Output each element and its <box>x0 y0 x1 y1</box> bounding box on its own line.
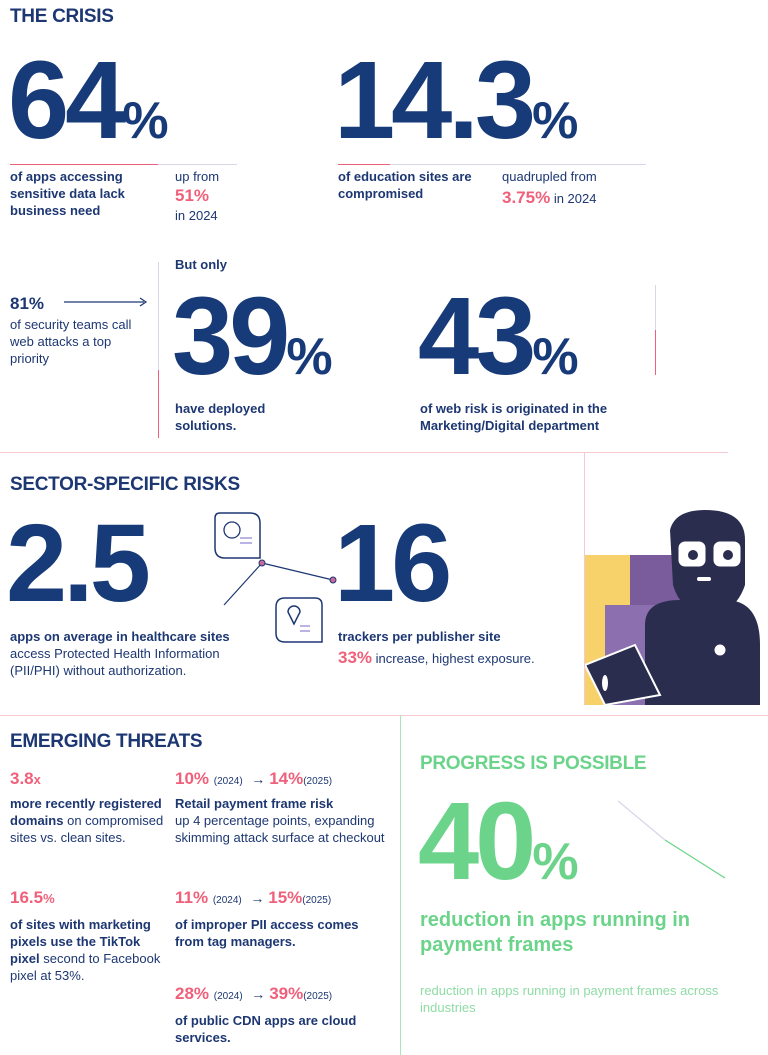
section-divider <box>400 715 401 1055</box>
stat-desc: of apps accessing sensitive data lack bu… <box>10 169 125 218</box>
from-year: (2024) <box>212 895 242 906</box>
stat-unit: % <box>286 328 333 386</box>
desc-bold: of sites with marketing pixels use the T… <box>10 917 151 966</box>
from-year: (2024) <box>213 991 243 1002</box>
prev-year: in 2024 <box>175 208 218 223</box>
arrow-right-icon: → <box>247 771 270 787</box>
from: 10% <box>175 769 210 788</box>
to-year: (2025) <box>303 991 333 1002</box>
stat-sub: 33% increase, highest exposure. <box>338 648 535 669</box>
threat-desc: of improper PII access comes from tag ma… <box>175 917 359 949</box>
section-title-progress: PROGRESS IS POSSIBLE <box>420 753 647 774</box>
to: 15% <box>268 888 303 907</box>
stat-desc: of security teams call web attacks a top… <box>10 317 132 366</box>
stat-value: 14.3 <box>334 39 536 162</box>
divider <box>338 164 646 165</box>
section-divider <box>584 452 585 705</box>
threat-change: 11% (2024) → 15%(2025) <box>175 888 331 911</box>
threat-change: 10% (2024) → 14%(2025) <box>175 769 332 792</box>
from: 11% <box>175 888 209 907</box>
desc-text: second to Facebook pixel at 53%. <box>10 951 161 983</box>
from: 28% <box>175 984 210 1003</box>
to: 39% <box>269 984 304 1003</box>
stat-unit: % <box>532 833 579 891</box>
to: 14% <box>269 769 304 788</box>
desc-text: on compromised sites vs. clean sites. <box>10 813 164 845</box>
connector-graphic <box>214 512 337 643</box>
desc-bold: apps on average in healthcare sites <box>10 629 230 644</box>
stat-64: 64% <box>8 39 169 183</box>
section-divider <box>0 452 728 453</box>
stat-desc: of web risk is originated in the Marketi… <box>420 401 608 433</box>
stat-2-5: 2.5 <box>6 502 151 625</box>
stat-desc: trackers per publisher site <box>338 629 501 644</box>
prev-label: quadrupled from <box>502 169 597 184</box>
arrow-right-icon <box>64 297 148 307</box>
from-year: (2024) <box>213 776 243 787</box>
threat-value: 16.5% <box>10 888 55 909</box>
unit: % <box>43 891 55 906</box>
prev-value: 51% <box>175 186 210 205</box>
progress-marker <box>158 370 159 438</box>
desc-bold: more recently registered domains <box>10 796 162 828</box>
pct: 33% <box>338 648 373 667</box>
section-title-crisis: THE CRISIS <box>10 6 114 27</box>
intro-text: But only <box>175 257 227 272</box>
threat-desc: of sites with marketing pixels use the T… <box>10 916 168 984</box>
prev-line: 3.75% in 2024 <box>502 188 596 209</box>
stat-81: 81% <box>10 294 45 313</box>
stat-unit: % <box>532 328 579 386</box>
stat-value: 43 <box>418 275 536 398</box>
threat-value: 3.8x <box>10 769 41 790</box>
threat-change: 28% (2024) → 39%(2025) <box>175 984 332 1007</box>
stat-16: 16 <box>334 502 452 625</box>
health-document-icon <box>214 512 261 559</box>
desc-text: increase, highest exposure. <box>375 651 535 666</box>
prev-year: in 2024 <box>553 191 597 206</box>
section-title-emerging: EMERGING THREATS <box>10 731 203 752</box>
desc-bold: Retail payment frame risk <box>175 796 334 811</box>
unit: x <box>33 772 41 787</box>
stat-40: 40% <box>418 780 579 924</box>
to-year: (2025) <box>302 895 332 906</box>
progress-desc: reduction in apps running in payment fra… <box>420 983 719 1015</box>
progress-headline: reduction in apps running in payment fra… <box>420 909 690 956</box>
progress-marker <box>655 330 656 375</box>
stat-unit: % <box>532 92 579 150</box>
stat-value: 40 <box>418 780 536 903</box>
stat-desc: have deployed solutions. <box>175 401 266 433</box>
section-title-sector: SECTOR-SPECIFIC RISKS <box>10 474 240 495</box>
location-document-icon <box>275 597 323 643</box>
decorative-line <box>617 800 726 879</box>
stat-14-3: 14.3% <box>334 39 578 183</box>
stat-unit: % <box>122 92 169 150</box>
doctor-illustration <box>585 510 760 705</box>
desc-text: up 4 percentage points, expanding skimmi… <box>175 813 385 845</box>
desc-text: access Protected Health Information (PII… <box>10 646 220 678</box>
value: 3.8 <box>10 769 34 788</box>
prev-label: up from <box>175 169 220 184</box>
stat-39: 39% <box>172 275 333 419</box>
to-year: (2025) <box>303 776 333 787</box>
arrow-right-icon: → <box>247 986 270 1002</box>
threat-desc: Retail payment frame risk up 4 percentage… <box>175 795 385 846</box>
section-divider <box>0 715 768 716</box>
prev-value: 3.75% <box>502 188 551 207</box>
progress-marker <box>338 164 390 165</box>
divider <box>158 262 159 438</box>
progress-marker <box>10 164 158 165</box>
arrow-right-icon: → <box>246 890 269 906</box>
threat-desc: of public CDN apps are cloud services. <box>175 1013 357 1045</box>
stat-value: 64 <box>8 39 126 162</box>
stat-desc: apps on average in healthcare sites acce… <box>10 628 245 679</box>
value: 16.5 <box>10 888 44 907</box>
stat-desc: of education sites are compromised <box>338 169 472 201</box>
stat-value: 39 <box>172 275 290 398</box>
stat-43: 43% <box>418 275 579 419</box>
threat-desc: more recently registered domains on comp… <box>10 795 168 846</box>
